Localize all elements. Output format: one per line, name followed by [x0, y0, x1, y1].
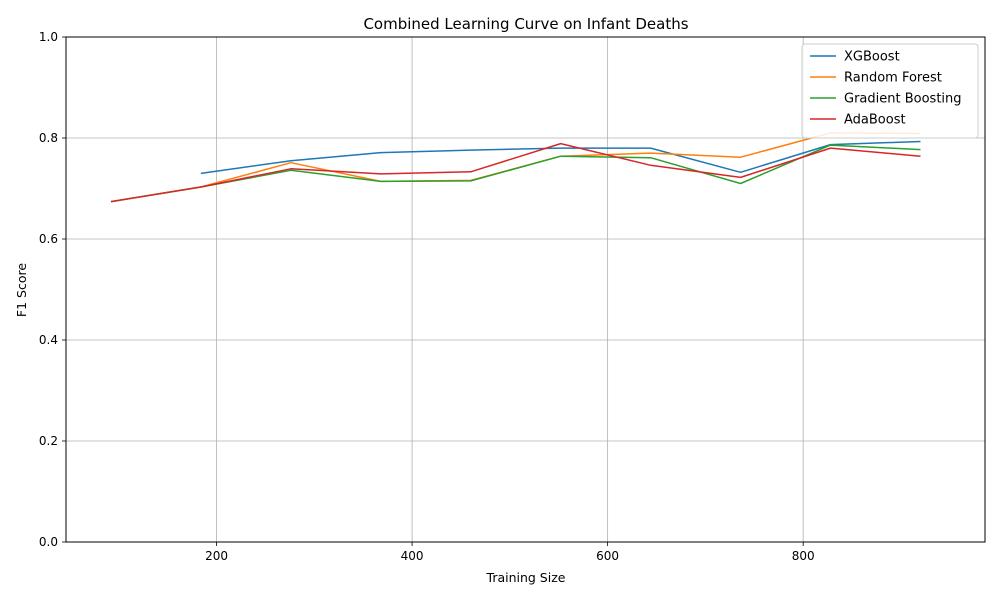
x-tick-label: 400: [401, 549, 424, 563]
x-tick-label: 600: [596, 549, 619, 563]
y-tick-label: 0.2: [39, 434, 58, 448]
plot-frame: [65, 36, 986, 543]
y-axis-ticks: 0.0 0.2 0.4 0.6 0.8 1.0: [39, 30, 66, 549]
y-tick-label: 0.0: [39, 535, 58, 549]
series-line-random-forest: [110, 132, 921, 203]
legend-label: AdaBoost: [844, 113, 906, 128]
x-axis-ticks: 200 400 600 800: [205, 542, 815, 563]
chart-title: Combined Learning Curve on Infant Deaths: [363, 15, 688, 33]
legend-label: XGBoost: [844, 50, 900, 65]
legend: XGBoost Random Forest Gradient Boosting Ada…: [801, 43, 979, 139]
y-tick-label: 1.0: [39, 30, 58, 44]
legend-label: Random Forest: [844, 71, 942, 86]
legend-box: [801, 43, 979, 139]
y-tick-label: 0.8: [39, 131, 58, 145]
y-tick-label: 0.4: [39, 333, 58, 347]
series-line-adaboost: [110, 142, 921, 203]
x-tick-label: 800: [792, 549, 815, 563]
series-line-xgboost: [200, 140, 921, 175]
series-lines: [110, 132, 921, 203]
y-axis-label: F1 Score: [14, 263, 29, 317]
legend-label: Gradient Boosting: [844, 92, 962, 107]
x-axis-label: Training Size: [486, 570, 566, 585]
y-tick-label: 0.6: [39, 232, 58, 246]
x-tick-label: 200: [205, 549, 228, 563]
